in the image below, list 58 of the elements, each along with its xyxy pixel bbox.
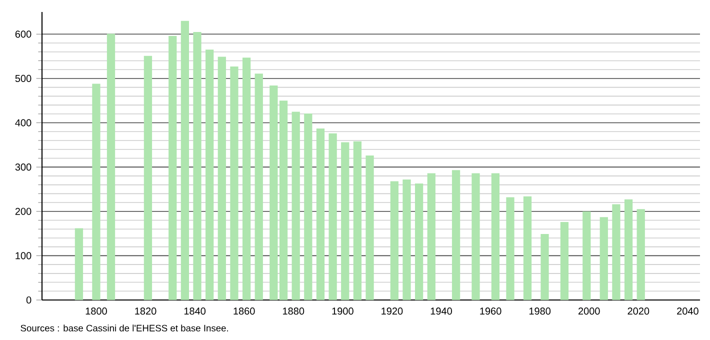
bar (491, 173, 500, 300)
bar (92, 84, 100, 300)
bar (506, 197, 514, 300)
y-tick-label: 400 (15, 119, 32, 126)
bar (582, 211, 591, 300)
bar (390, 181, 398, 300)
bar (636, 209, 645, 300)
bar (270, 86, 278, 300)
bar (452, 170, 460, 300)
bar (74, 228, 84, 300)
bar (218, 56, 226, 300)
bar (341, 142, 350, 300)
bar (180, 20, 190, 300)
y-tick-label: 300 (15, 164, 32, 171)
x-tick-label: 2000 (578, 308, 600, 315)
x-tick-label: 1840 (184, 308, 206, 315)
bar (292, 112, 300, 300)
x-tick-label: 1960 (480, 308, 502, 315)
x-tick-label: 1980 (529, 308, 551, 315)
bar (353, 141, 362, 300)
bar (560, 222, 569, 300)
bar (230, 66, 238, 300)
y-tick-label: 600 (15, 30, 32, 38)
bar (612, 204, 620, 300)
bar (472, 173, 480, 300)
x-tick-label: 2040 (677, 308, 698, 315)
bar (402, 179, 411, 300)
bar (600, 217, 608, 300)
bar (366, 156, 374, 300)
bar (304, 113, 312, 300)
x-tick-label: 1860 (234, 308, 255, 315)
y-tick-label: 200 (15, 208, 32, 215)
bar (523, 196, 532, 300)
x-tick-label: 1920 (382, 308, 403, 315)
bar (106, 34, 116, 300)
bar (624, 199, 633, 300)
bar (193, 32, 202, 300)
bar (279, 100, 288, 300)
y-tick-label: 0 (26, 296, 32, 304)
x-tick-label: 1800 (86, 308, 107, 315)
bar (206, 50, 214, 300)
bar (242, 58, 251, 300)
bar (144, 56, 152, 300)
x-tick-label: 1940 (430, 308, 452, 315)
source-note: Sources : base Cassini de l'EHESS et base Insee. (20, 324, 228, 332)
bar (168, 36, 177, 300)
bar (328, 133, 337, 300)
bar (254, 74, 263, 300)
bar (427, 173, 436, 300)
bar (540, 234, 549, 300)
y-tick-label: 100 (16, 252, 32, 260)
x-tick-label: 1880 (283, 308, 304, 315)
x-tick-label: 1900 (332, 308, 354, 315)
bar (414, 183, 424, 300)
x-tick-label: 1820 (135, 308, 156, 315)
bar (316, 128, 325, 300)
x-tick-label: 2020 (628, 308, 650, 315)
y-tick-label: 500 (15, 74, 32, 82)
